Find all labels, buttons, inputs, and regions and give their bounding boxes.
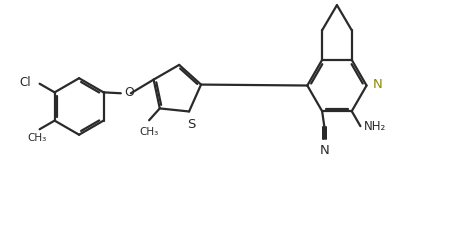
Text: O: O [124, 86, 134, 99]
Text: CH₃: CH₃ [28, 133, 47, 143]
Text: S: S [187, 118, 196, 131]
Text: N: N [373, 78, 383, 91]
Text: NH₂: NH₂ [364, 120, 386, 133]
Text: Cl: Cl [20, 76, 32, 89]
Text: CH₃: CH₃ [139, 127, 159, 137]
Text: N: N [319, 144, 329, 157]
